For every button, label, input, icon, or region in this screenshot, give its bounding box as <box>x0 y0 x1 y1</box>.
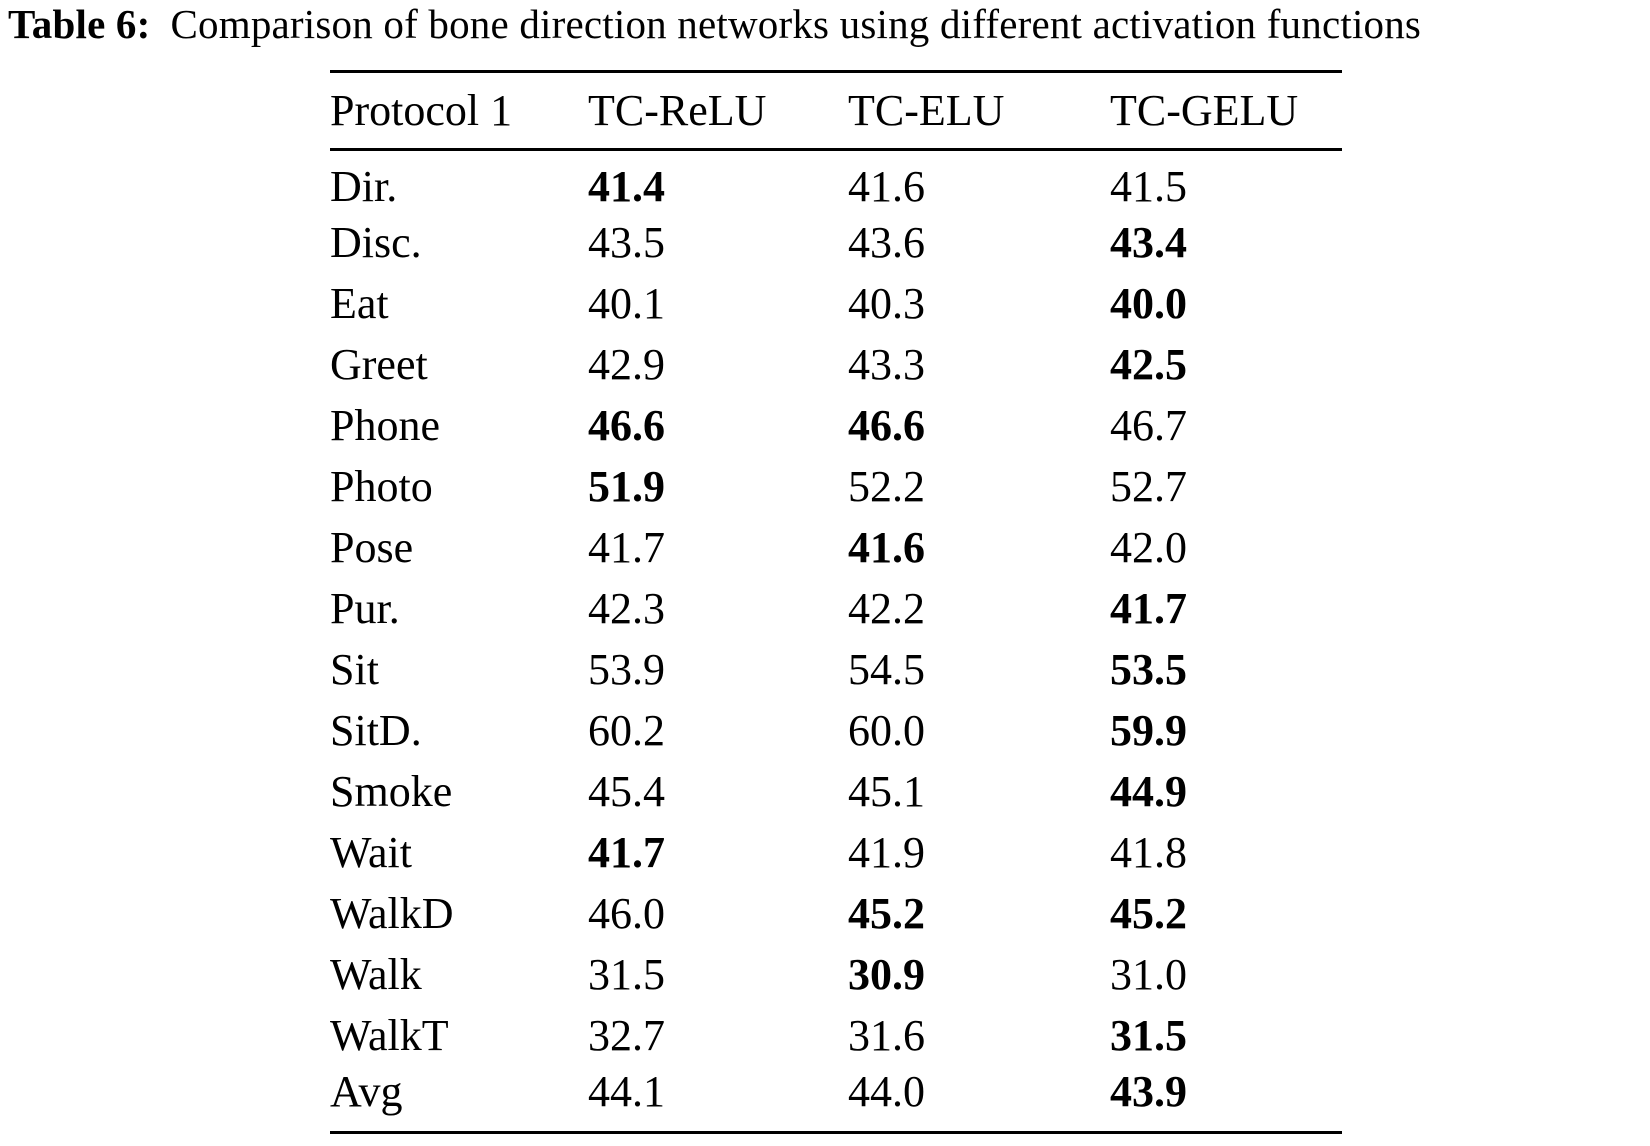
row-label: Pose <box>330 523 414 572</box>
row-label: Sit <box>330 645 379 694</box>
row-label: Dir. <box>330 162 398 211</box>
value-cell: 43.9 <box>1110 1067 1187 1116</box>
value-cell: 41.6 <box>848 523 925 572</box>
value-cell: 42.2 <box>848 584 925 633</box>
value-cell: 31.5 <box>588 950 665 999</box>
value-cell: 43.3 <box>848 340 925 389</box>
value-cell: 45.4 <box>588 767 665 816</box>
table-row: Avg 44.1 44.0 43.9 <box>330 1066 1342 1133</box>
value-cell: 45.1 <box>848 767 925 816</box>
value-cell: 60.0 <box>848 706 925 755</box>
value-cell: 41.7 <box>1110 584 1187 633</box>
value-cell: 41.7 <box>588 523 665 572</box>
value-cell: 40.1 <box>588 279 665 328</box>
value-cell: 46.6 <box>848 401 925 450</box>
row-label: Smoke <box>330 767 453 816</box>
value-cell: 45.2 <box>848 889 925 938</box>
row-label: Greet <box>330 340 428 389</box>
value-cell: 44.1 <box>588 1067 665 1116</box>
row-label: Phone <box>330 401 440 450</box>
table-row: SitD. 60.2 60.0 59.9 <box>330 700 1342 761</box>
table-row: WalkT 32.7 31.6 31.5 <box>330 1005 1342 1066</box>
value-cell: 59.9 <box>1110 706 1187 755</box>
table-row: Photo 51.9 52.2 52.7 <box>330 456 1342 517</box>
value-cell: 44.0 <box>848 1067 925 1116</box>
table-row: Smoke 45.4 45.1 44.9 <box>330 761 1342 822</box>
value-cell: 43.4 <box>1110 218 1187 267</box>
value-cell: 45.2 <box>1110 889 1187 938</box>
value-cell: 31.0 <box>1110 950 1187 999</box>
table-row: Disc. 43.5 43.6 43.4 <box>330 212 1342 273</box>
table-body: Dir. 41.4 41.6 41.5 Disc. 43.5 43.6 43.4 Eat 40.1… <box>330 150 1342 1133</box>
table-row: Pur. 42.3 42.2 41.7 <box>330 578 1342 639</box>
row-label: Photo <box>330 462 433 511</box>
value-cell: 52.7 <box>1110 462 1187 511</box>
value-cell: 44.9 <box>1110 767 1187 816</box>
table-row: Sit 53.9 54.5 53.5 <box>330 639 1342 700</box>
value-cell: 42.3 <box>588 584 665 633</box>
table-caption-label: Table 6: <box>8 1 151 47</box>
value-cell: 41.7 <box>588 828 665 877</box>
value-cell: 42.0 <box>1110 523 1187 572</box>
table-row: Greet 42.9 43.3 42.5 <box>330 334 1342 395</box>
row-label: Walk <box>330 950 422 999</box>
row-label: WalkT <box>330 1011 449 1060</box>
value-cell: 41.8 <box>1110 828 1187 877</box>
column-header-protocol-1: Protocol 1 <box>330 86 513 135</box>
value-cell: 40.3 <box>848 279 925 328</box>
value-cell: 43.6 <box>848 218 925 267</box>
value-cell: 30.9 <box>848 950 925 999</box>
row-label: WalkD <box>330 889 454 938</box>
table-row: Walk 31.5 30.9 31.0 <box>330 944 1342 1005</box>
value-cell: 53.9 <box>588 645 665 694</box>
row-label: Avg <box>330 1067 403 1116</box>
value-cell: 46.0 <box>588 889 665 938</box>
value-cell: 42.9 <box>588 340 665 389</box>
value-cell: 31.6 <box>848 1011 925 1060</box>
value-cell: 41.6 <box>848 162 925 211</box>
value-cell: 41.9 <box>848 828 925 877</box>
row-label: Disc. <box>330 218 422 267</box>
value-cell: 31.5 <box>1110 1011 1187 1060</box>
column-header-tc-elu: TC-ELU <box>848 86 1005 135</box>
table-caption: Table 6: Comparison of bone direction net… <box>8 0 1421 49</box>
table-row: Phone 46.6 46.6 46.7 <box>330 395 1342 456</box>
column-header-tc-gelu: TC-GELU <box>1110 86 1299 135</box>
value-cell: 54.5 <box>848 645 925 694</box>
row-label: Eat <box>330 279 389 328</box>
value-cell: 41.4 <box>588 162 665 211</box>
value-cell: 41.5 <box>1110 162 1187 211</box>
value-cell: 32.7 <box>588 1011 665 1060</box>
value-cell: 43.5 <box>588 218 665 267</box>
value-cell: 46.7 <box>1110 401 1187 450</box>
value-cell: 53.5 <box>1110 645 1187 694</box>
value-cell: 51.9 <box>588 462 665 511</box>
column-header-tc-relu: TC-ReLU <box>588 86 767 135</box>
value-cell: 42.5 <box>1110 340 1187 389</box>
value-cell: 40.0 <box>1110 279 1187 328</box>
table-row: WalkD 46.0 45.2 45.2 <box>330 883 1342 944</box>
header-row: Protocol 1 TC-ReLU TC-ELU TC-GELU <box>330 72 1342 150</box>
value-cell: 46.6 <box>588 401 665 450</box>
value-cell: 52.2 <box>848 462 925 511</box>
table-row: Dir. 41.4 41.6 41.5 <box>330 150 1342 213</box>
row-label: SitD. <box>330 706 422 755</box>
table-row: Pose 41.7 41.6 42.0 <box>330 517 1342 578</box>
table-row: Eat 40.1 40.3 40.0 <box>330 273 1342 334</box>
table-caption-text: Comparison of bone direction networks us… <box>170 1 1422 47</box>
results-table: Protocol 1 TC-ReLU TC-ELU TC-GELU Dir. 41… <box>330 70 1342 1134</box>
value-cell: 60.2 <box>588 706 665 755</box>
table-row: Wait 41.7 41.9 41.8 <box>330 822 1342 883</box>
row-label: Wait <box>330 828 412 877</box>
row-label: Pur. <box>330 584 400 633</box>
